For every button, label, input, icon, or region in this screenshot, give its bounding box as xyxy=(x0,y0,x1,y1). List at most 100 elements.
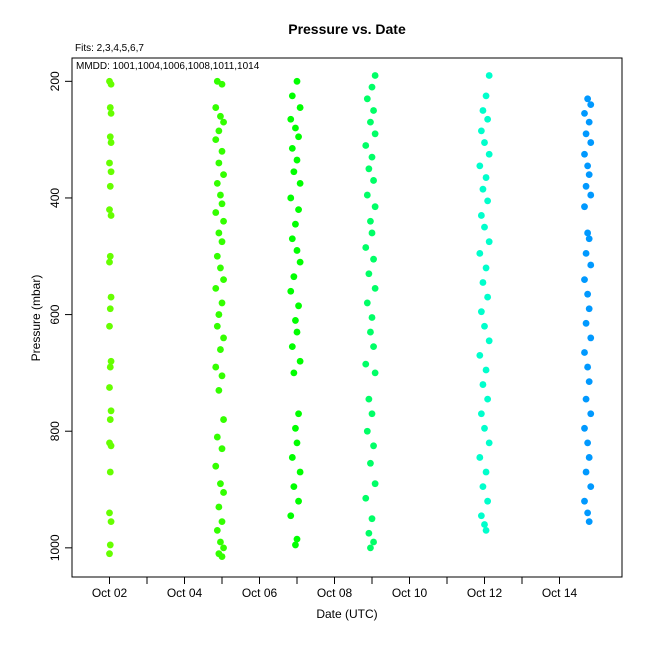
data-point xyxy=(212,209,220,216)
data-point xyxy=(484,293,492,301)
mmdd-note: MMDD: 1001,1004,1006,1008,1011,1014 xyxy=(76,61,260,72)
data-point xyxy=(584,95,592,103)
data-point xyxy=(482,526,490,534)
data-point xyxy=(476,162,484,170)
data-point xyxy=(371,72,379,79)
data-point xyxy=(587,334,595,342)
data-point xyxy=(476,352,484,359)
data-point xyxy=(295,133,302,141)
data-point xyxy=(371,284,379,292)
data-point xyxy=(217,538,224,546)
y-tick-label: 600 xyxy=(48,304,62,324)
data-point xyxy=(363,191,371,199)
data-point xyxy=(477,127,485,135)
data-point xyxy=(106,182,114,190)
data-point xyxy=(582,182,590,190)
data-point xyxy=(213,252,221,260)
data-point xyxy=(370,255,377,263)
data-point xyxy=(217,112,224,120)
data-point xyxy=(215,386,223,394)
data-point xyxy=(293,439,301,447)
data-point xyxy=(485,238,493,246)
data-point xyxy=(106,468,114,476)
data-point xyxy=(217,346,224,353)
data-point xyxy=(107,139,115,146)
x-tick-label: Oct 06 xyxy=(242,586,278,600)
data-point xyxy=(287,115,295,123)
data-point xyxy=(482,174,490,181)
data-point xyxy=(587,261,595,269)
data-point xyxy=(587,191,595,199)
data-point xyxy=(481,139,488,146)
data-point xyxy=(220,544,227,552)
data-point xyxy=(220,276,227,283)
data-point xyxy=(584,229,592,237)
data-point xyxy=(217,264,224,272)
data-point xyxy=(367,459,374,467)
data-point xyxy=(367,328,374,336)
data-point xyxy=(218,238,226,246)
data-point xyxy=(368,229,376,237)
data-point xyxy=(106,509,113,517)
data-point xyxy=(484,395,492,403)
data-point xyxy=(106,363,114,371)
data-point xyxy=(106,252,114,260)
y-axis-label: Pressure (mbar) xyxy=(29,275,43,362)
data-point xyxy=(106,416,114,423)
data-point xyxy=(482,366,490,374)
data-point xyxy=(287,512,295,520)
data-point xyxy=(107,407,115,415)
data-point xyxy=(362,360,370,368)
data-point xyxy=(218,553,226,560)
data-point xyxy=(365,270,373,278)
data-point xyxy=(107,212,115,219)
data-point xyxy=(587,483,595,491)
data-point xyxy=(293,77,301,85)
data-point xyxy=(296,258,304,266)
series-3 xyxy=(287,77,304,549)
data-point xyxy=(479,279,487,286)
data-point xyxy=(362,494,370,502)
data-point xyxy=(587,410,595,418)
data-point xyxy=(581,349,588,356)
data-point xyxy=(482,264,490,272)
data-point xyxy=(476,249,484,257)
data-point xyxy=(293,156,301,164)
data-point xyxy=(362,244,370,251)
data-point xyxy=(106,550,113,558)
data-point xyxy=(215,159,223,167)
series-6 xyxy=(581,95,595,526)
data-point xyxy=(292,220,299,228)
data-point xyxy=(476,454,484,461)
data-point xyxy=(288,454,296,461)
data-point xyxy=(367,544,374,552)
y-tick-label: 800 xyxy=(48,421,62,441)
data-point xyxy=(295,497,302,505)
data-point xyxy=(106,322,113,330)
data-point xyxy=(479,483,487,491)
data-point xyxy=(582,130,590,138)
x-tick-label: Oct 14 xyxy=(542,586,578,600)
data-point xyxy=(477,308,485,316)
data-point xyxy=(288,144,296,152)
x-axis-label: Date (UTC) xyxy=(316,607,377,621)
data-point xyxy=(220,334,227,342)
data-point xyxy=(370,107,377,114)
data-point xyxy=(107,293,115,301)
data-point xyxy=(288,92,296,100)
data-point xyxy=(106,206,113,214)
data-point xyxy=(484,115,492,123)
data-point xyxy=(368,410,376,418)
data-point xyxy=(290,483,298,491)
data-point xyxy=(371,203,379,211)
data-point xyxy=(481,322,488,330)
data-point xyxy=(106,305,114,313)
data-point xyxy=(217,480,224,488)
data-point xyxy=(581,150,588,158)
data-point xyxy=(477,212,485,219)
data-point xyxy=(106,384,113,391)
series-1 xyxy=(106,77,115,558)
data-point xyxy=(484,197,492,205)
data-point xyxy=(292,317,299,324)
